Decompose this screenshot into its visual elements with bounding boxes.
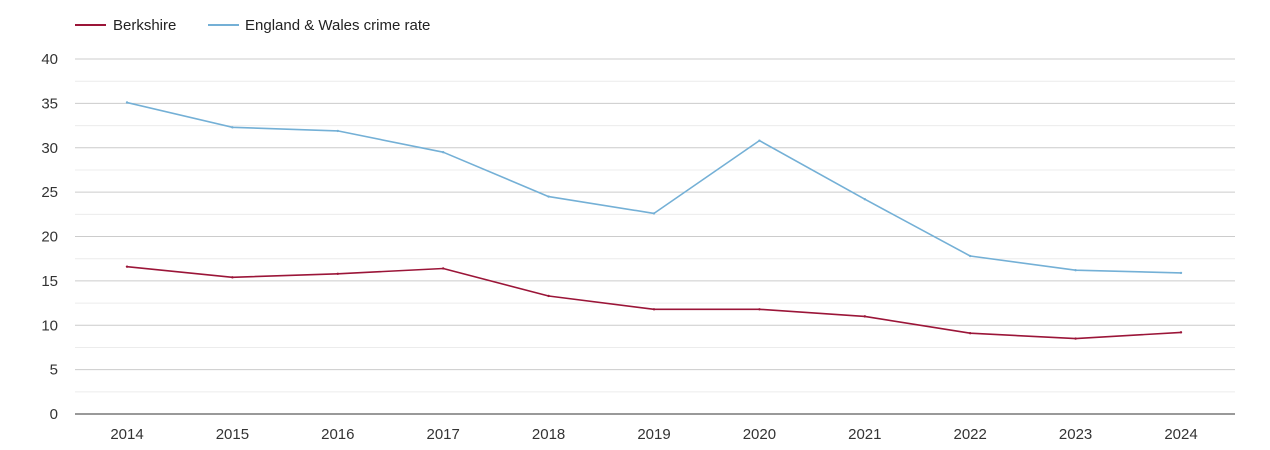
data-point [969, 254, 972, 258]
data-point [863, 315, 866, 318]
data-point [1179, 331, 1183, 334]
series-berkshire [125, 265, 1183, 340]
data-point [652, 308, 656, 311]
grid-lines [75, 58, 1235, 415]
x-tick-label: 2014 [110, 426, 143, 443]
data-point [231, 276, 234, 279]
y-tick-label: 10 [41, 317, 58, 334]
y-tick-label: 20 [41, 229, 58, 246]
legend-label: Berkshire [113, 17, 176, 34]
data-point [442, 150, 445, 154]
legend-item-berkshire[interactable]: Berkshire [75, 17, 176, 34]
series-line-england-wales-crime-rate [126, 101, 1182, 274]
y-tick-label: 40 [41, 51, 58, 68]
data-point [652, 212, 656, 215]
x-tick-label: 2016 [321, 426, 354, 443]
x-tick-label: 2023 [1059, 426, 1092, 443]
data-point [231, 126, 234, 129]
legend-item-england-wales-crime-rate[interactable]: England & Wales crime rate [208, 17, 430, 34]
data-point [547, 195, 550, 198]
data-point [758, 139, 761, 142]
y-axis-ticks: 0 5 10 15 20 25 30 35 40 [41, 51, 58, 423]
data-point [125, 265, 129, 268]
data-point [969, 332, 972, 335]
x-tick-label: 2018 [532, 426, 565, 443]
data-point [1074, 269, 1077, 272]
x-tick-label: 2021 [848, 426, 881, 443]
y-tick-label: 0 [50, 406, 58, 423]
data-point [1074, 337, 1077, 340]
legend: Berkshire England & Wales crime rate [75, 17, 430, 34]
data-point [547, 294, 550, 298]
y-tick-label: 30 [41, 140, 58, 157]
series-layer [125, 101, 1183, 340]
x-tick-label: 2022 [954, 426, 987, 443]
x-tick-label: 2019 [637, 426, 670, 443]
data-point [863, 198, 866, 201]
data-point [336, 272, 339, 275]
data-point [125, 101, 129, 104]
series-england-wales-crime-rate [125, 101, 1183, 275]
x-tick-label: 2020 [743, 426, 776, 443]
y-tick-label: 5 [50, 362, 58, 379]
y-tick-label: 15 [41, 273, 58, 290]
x-axis-ticks: 2014 2015 2016 2017 2018 2019 2020 2021 2022 2023… [110, 426, 1197, 443]
data-point [758, 308, 761, 311]
data-point [1179, 271, 1183, 275]
legend-label: England & Wales crime rate [245, 17, 430, 34]
data-point [336, 129, 339, 133]
x-tick-label: 2017 [427, 426, 460, 443]
x-tick-label: 2015 [216, 426, 249, 443]
data-point [442, 267, 445, 270]
y-tick-label: 35 [41, 95, 58, 112]
y-tick-label: 25 [41, 184, 58, 201]
x-tick-label: 2024 [1164, 426, 1197, 443]
